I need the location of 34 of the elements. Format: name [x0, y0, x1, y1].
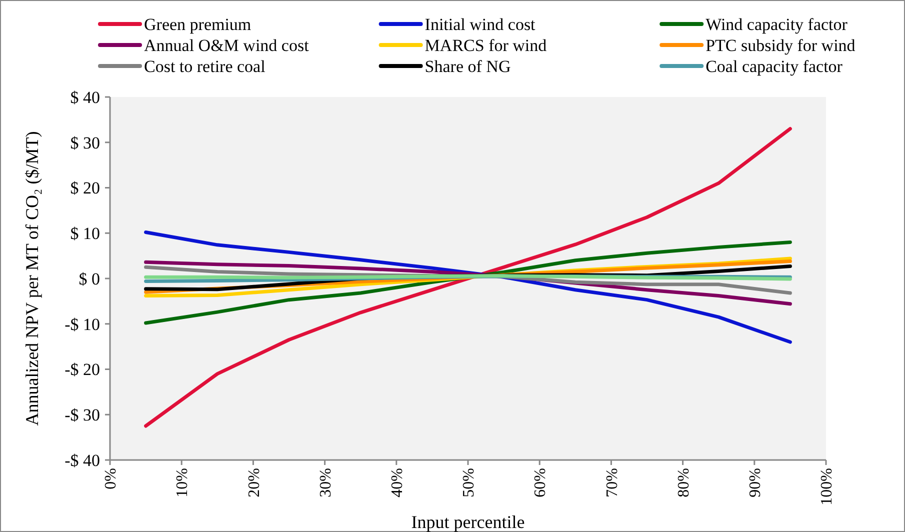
y-tick-label: -$ 10 — [64, 314, 100, 334]
legend-label: Initial wind cost — [424, 14, 536, 34]
x-tick-label: 60% — [532, 468, 550, 498]
y-tick-label: $ 10 — [70, 224, 100, 244]
y-tick-label: $ 30 — [70, 133, 100, 152]
x-tick-label: 100% — [818, 468, 836, 506]
y-tick-label: $ 0 — [78, 269, 100, 288]
legend-label: Cost to retire coal — [144, 56, 266, 76]
y-axis-title: Annualized NPV per MT of CO₂ ($/MT) — [22, 131, 42, 426]
legend-label: Coal capacity factor — [706, 56, 843, 76]
y-tick-label: $ 40 — [70, 88, 100, 107]
x-tick-label: 80% — [675, 468, 692, 498]
x-tick-label: 20% — [246, 468, 263, 498]
x-tick-label: 50% — [460, 468, 478, 498]
x-tick-label: 40% — [389, 468, 406, 498]
x-tick-label: 70% — [604, 468, 621, 498]
y-tick-label: -$ 40 — [64, 450, 100, 470]
legend-label: MARCS for wind — [424, 36, 548, 55]
legend-label: Annual O&M wind cost — [144, 36, 310, 55]
legend-label: Wind capacity factor — [706, 14, 848, 34]
legend-label: Green premium — [144, 14, 252, 34]
x-tick-label: 30% — [317, 468, 334, 498]
legend-label: PTC subsidy for wind — [706, 36, 856, 55]
x-tick-label: 90% — [747, 468, 764, 498]
line-series — [144, 127, 792, 428]
x-tick-label: 10% — [174, 468, 192, 498]
line-series — [144, 240, 792, 325]
x-axis-title: Input percentile — [411, 512, 525, 532]
y-tick-label: -$ 20 — [64, 360, 100, 380]
line-series — [144, 230, 792, 344]
x-tick-label: 0% — [102, 468, 120, 490]
legend-label: Share of NG — [424, 56, 511, 76]
y-tick-label: $ 20 — [70, 178, 100, 198]
y-tick-label: -$ 30 — [64, 406, 100, 425]
